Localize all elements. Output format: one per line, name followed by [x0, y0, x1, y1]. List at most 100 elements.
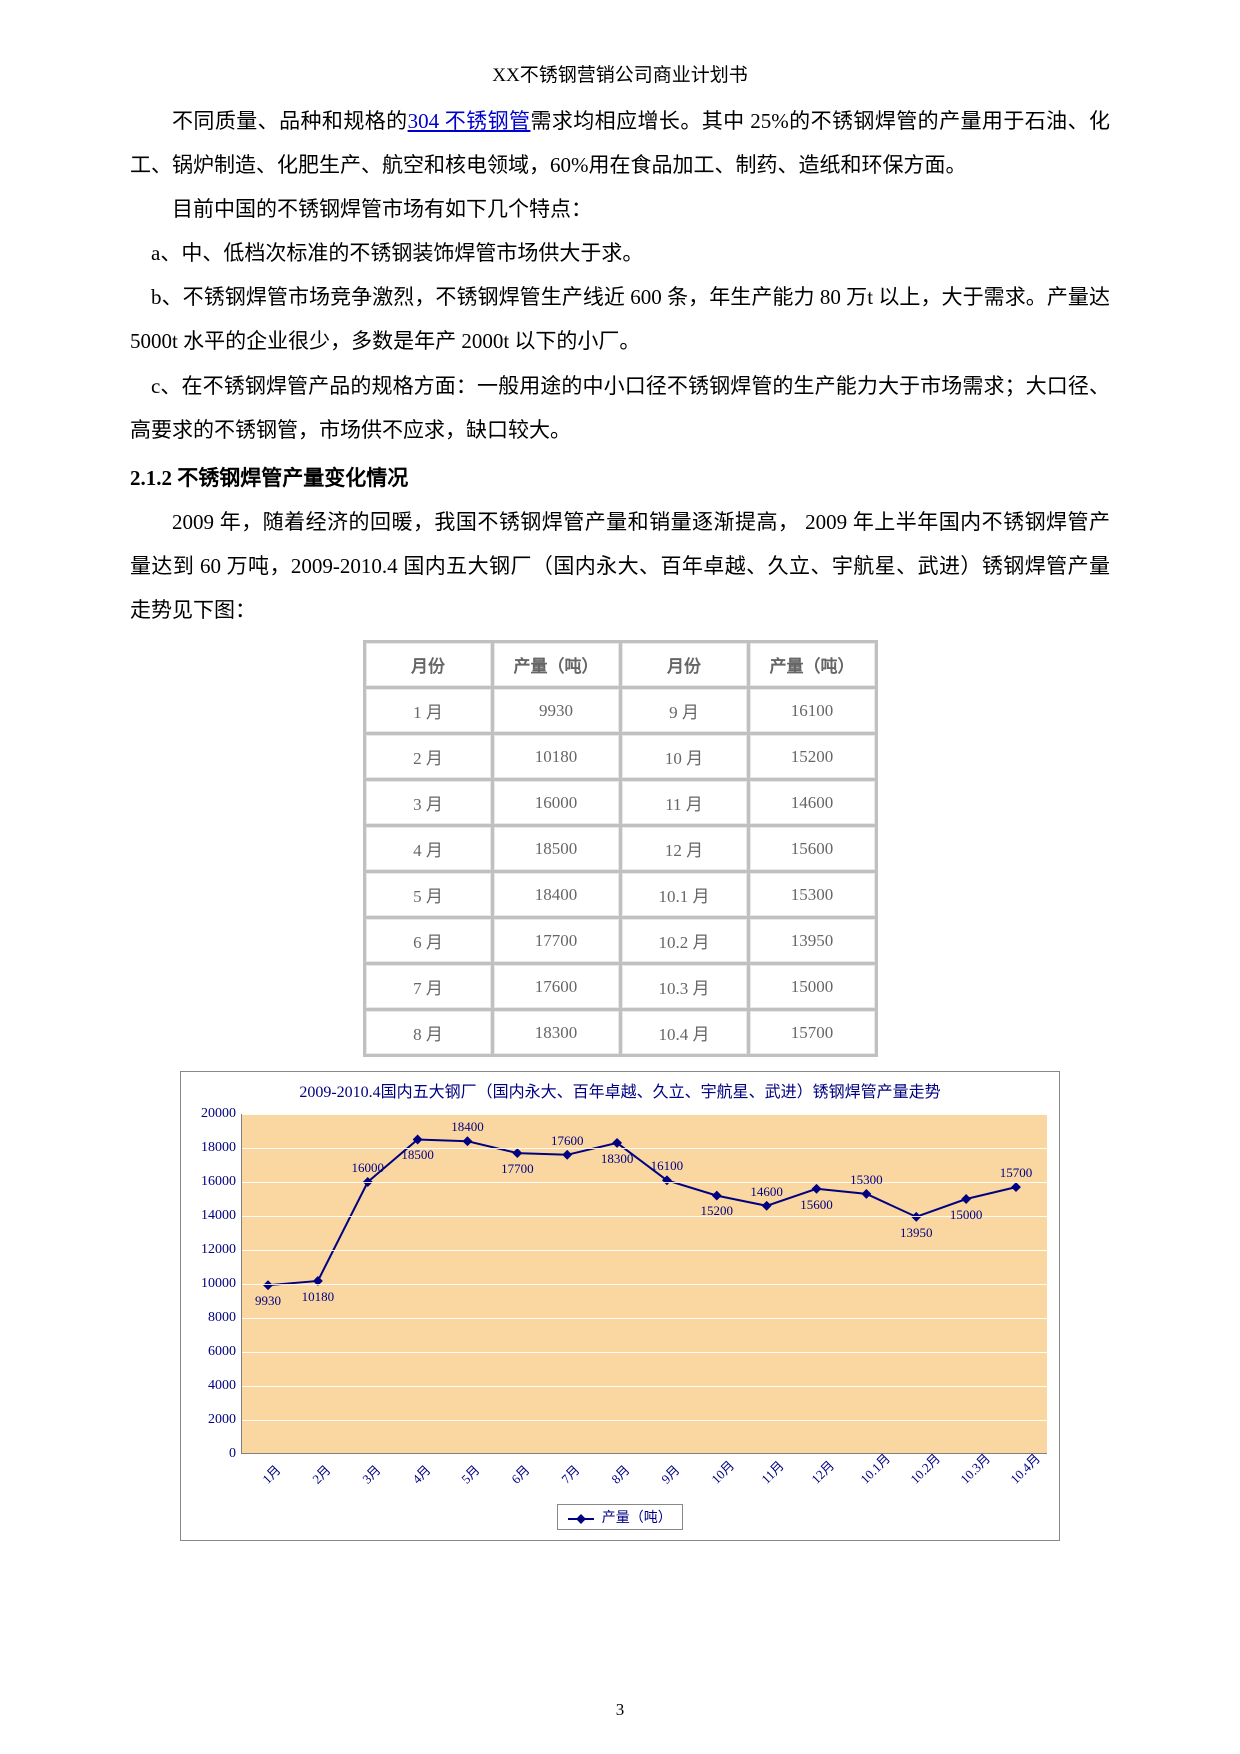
paragraph-1: 不同质量、品种和规格的304 不锈钢管需求均相应增长。其中 25%的不锈钢焊管的… — [130, 99, 1110, 187]
table-row: 5 月1840010.1 月15300 — [366, 873, 875, 916]
y-axis-label: 0 — [190, 1446, 236, 1462]
y-axis-label: 6000 — [190, 1344, 236, 1360]
y-axis-label: 16000 — [190, 1174, 236, 1190]
y-axis-label: 2000 — [190, 1412, 236, 1428]
page-number: 3 — [616, 1700, 625, 1720]
link-304-steel[interactable]: 304 不锈钢管 — [408, 109, 531, 133]
chart-title: 2009-2010.4国内五大钢厂（国内永大、百年卓越、久立、宇航星、武进）锈钢… — [181, 1072, 1059, 1110]
table-row: 6 月1770010.2 月13950 — [366, 919, 875, 962]
table-cell: 16100 — [750, 689, 875, 732]
table-cell: 11 月 — [622, 781, 747, 824]
chart-legend: 产量（吨） — [181, 1498, 1059, 1540]
table-header-cell: 月份 — [366, 643, 491, 686]
table-cell: 15600 — [750, 827, 875, 870]
table-cell: 15700 — [750, 1011, 875, 1054]
table-row: 8 月1830010.4 月15700 — [366, 1011, 875, 1054]
table-cell: 9 月 — [622, 689, 747, 732]
table-cell: 15200 — [750, 735, 875, 778]
y-axis-label: 14000 — [190, 1208, 236, 1224]
chart-data-label: 18500 — [401, 1147, 434, 1163]
y-axis-label: 18000 — [190, 1140, 236, 1156]
chart-data-label: 10180 — [302, 1289, 335, 1305]
chart-data-label: 18300 — [601, 1151, 634, 1167]
x-axis-label: 12月 — [806, 1455, 838, 1487]
x-axis-label: 7月 — [556, 1460, 583, 1487]
table-cell: 8 月 — [366, 1011, 491, 1054]
table-cell: 10.1 月 — [622, 873, 747, 916]
paragraph-3: a、中、低档次标准的不锈钢装饰焊管市场供大于求。 — [130, 231, 1110, 275]
table-row: 2 月1018010 月15200 — [366, 735, 875, 778]
table-row: 3 月1600011 月14600 — [366, 781, 875, 824]
chart-x-axis: 1月2月3月4月5月6月7月8月9月10月11月12月10.1月10.2月10.… — [241, 1458, 1047, 1498]
heading-2-1-2: 2.1.2 不锈钢焊管产量变化情况 — [130, 456, 1110, 500]
table-cell: 18500 — [494, 827, 619, 870]
x-axis-label: 11月 — [756, 1456, 787, 1487]
y-axis-label: 10000 — [190, 1276, 236, 1292]
table-cell: 3 月 — [366, 781, 491, 824]
legend-label: 产量（吨） — [602, 1511, 672, 1526]
x-axis-label: 10.1月 — [855, 1448, 894, 1487]
chart-plot-area: 0200040006000800010000120001400016000180… — [241, 1114, 1047, 1454]
x-axis-label: 10.2月 — [905, 1448, 944, 1487]
chart-data-label: 18400 — [451, 1119, 484, 1135]
x-axis-label: 9月 — [656, 1460, 683, 1487]
table-cell: 10.4 月 — [622, 1011, 747, 1054]
x-axis-label: 10.4月 — [1005, 1448, 1044, 1487]
table-cell: 12 月 — [622, 827, 747, 870]
chart-data-label: 9930 — [255, 1293, 281, 1309]
table-header-cell: 产量（吨） — [750, 643, 875, 686]
x-axis-label: 4月 — [407, 1460, 434, 1487]
x-axis-label: 10.3月 — [955, 1448, 994, 1487]
table-cell: 9930 — [494, 689, 619, 732]
y-axis-label: 12000 — [190, 1242, 236, 1258]
table-row: 7 月1760010.3 月15000 — [366, 965, 875, 1008]
paragraph-6: 2009 年，随着经济的回暖，我国不锈钢焊管产量和销量逐渐提高， 2009 年上… — [130, 500, 1110, 632]
table-row: 4 月1850012 月15600 — [366, 827, 875, 870]
table-cell: 10 月 — [622, 735, 747, 778]
production-chart: 2009-2010.4国内五大钢厂（国内永大、百年卓越、久立、宇航星、武进）锈钢… — [180, 1071, 1060, 1541]
paragraph-4: b、不锈钢焊管市场竞争激烈，不锈钢焊管生产线近 600 条，年生产能力 80 万… — [130, 275, 1110, 363]
table-cell: 15300 — [750, 873, 875, 916]
chart-data-label: 13950 — [900, 1225, 933, 1241]
table-cell: 7 月 — [366, 965, 491, 1008]
chart-data-label: 15700 — [1000, 1165, 1033, 1181]
production-table: 月份产量（吨）月份产量（吨） 1 月99309 月161002 月1018010… — [363, 640, 878, 1057]
table-cell: 5 月 — [366, 873, 491, 916]
table-cell: 4 月 — [366, 827, 491, 870]
chart-data-label: 15300 — [850, 1172, 883, 1188]
p1-pretext: 不同质量、品种和规格的 — [172, 109, 408, 133]
x-axis-label: 10月 — [706, 1455, 738, 1487]
table-cell: 15000 — [750, 965, 875, 1008]
chart-data-label: 15000 — [950, 1207, 983, 1223]
paragraph-5: c、在不锈钢焊管产品的规格方面：一般用途的中小口径不锈钢焊管的生产能力大于市场需… — [130, 364, 1110, 452]
table-cell: 1 月 — [366, 689, 491, 732]
chart-data-label: 17700 — [501, 1161, 534, 1177]
document-header: XX不锈钢营销公司商业计划书 — [130, 60, 1110, 87]
table-cell: 6 月 — [366, 919, 491, 962]
table-row: 1 月99309 月16100 — [366, 689, 875, 732]
chart-data-label: 15200 — [701, 1203, 734, 1219]
x-axis-label: 5月 — [457, 1460, 484, 1487]
table-cell: 10180 — [494, 735, 619, 778]
table-cell: 17600 — [494, 965, 619, 1008]
paragraph-2: 目前中国的不锈钢焊管市场有如下几个特点： — [130, 187, 1110, 231]
table-cell: 2 月 — [366, 735, 491, 778]
chart-data-label: 16100 — [651, 1158, 684, 1174]
x-axis-label: 3月 — [357, 1460, 384, 1487]
table-cell: 16000 — [494, 781, 619, 824]
legend-marker-icon — [568, 1518, 594, 1520]
y-axis-label: 8000 — [190, 1310, 236, 1326]
table-cell: 18300 — [494, 1011, 619, 1054]
x-axis-label: 8月 — [606, 1460, 633, 1487]
y-axis-label: 4000 — [190, 1378, 236, 1394]
chart-data-label: 16000 — [351, 1160, 384, 1176]
table-cell: 18400 — [494, 873, 619, 916]
x-axis-label: 2月 — [307, 1460, 334, 1487]
table-header-cell: 月份 — [622, 643, 747, 686]
table-cell: 10.3 月 — [622, 965, 747, 1008]
y-axis-label: 20000 — [190, 1106, 236, 1122]
table-cell: 10.2 月 — [622, 919, 747, 962]
chart-data-label: 17600 — [551, 1133, 584, 1149]
table-header-cell: 产量（吨） — [494, 643, 619, 686]
chart-data-label: 14600 — [750, 1184, 783, 1200]
